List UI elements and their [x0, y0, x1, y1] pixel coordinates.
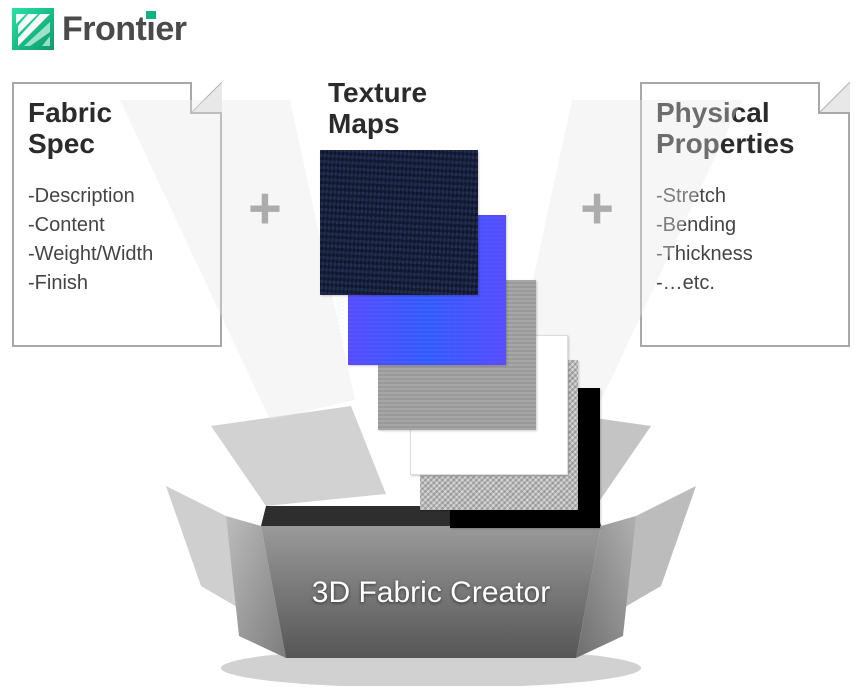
texture-swatch: [320, 150, 478, 295]
frontier-logo-icon: [12, 8, 54, 50]
brand-logo: Frontier: [12, 8, 186, 50]
box-label: 3D Fabric Creator: [151, 576, 711, 610]
brand-name: Frontier: [62, 10, 186, 49]
